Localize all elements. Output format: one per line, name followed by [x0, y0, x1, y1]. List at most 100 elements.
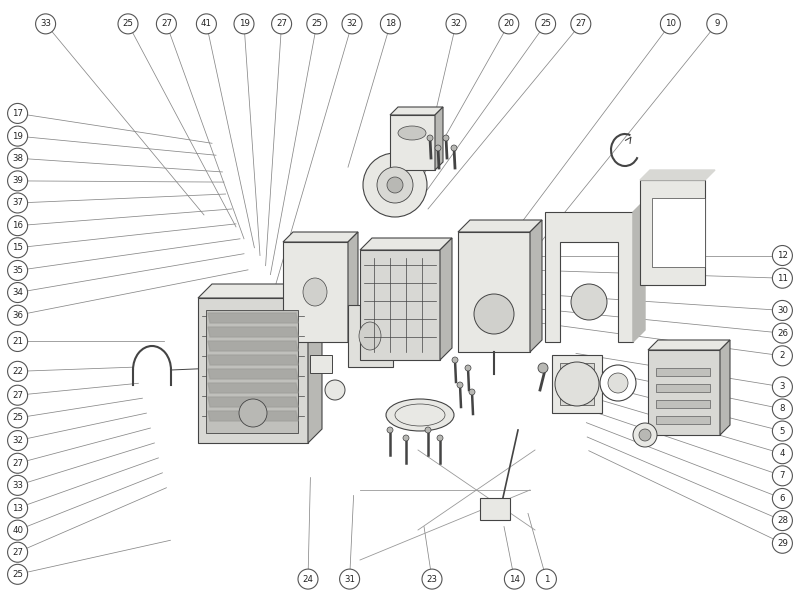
Polygon shape: [208, 411, 298, 421]
Circle shape: [437, 435, 443, 441]
Circle shape: [381, 14, 400, 34]
Circle shape: [118, 14, 138, 34]
FancyBboxPatch shape: [656, 384, 710, 392]
Text: 3: 3: [780, 382, 785, 392]
Circle shape: [7, 103, 27, 124]
Circle shape: [7, 260, 27, 281]
Circle shape: [7, 475, 27, 496]
Text: 7: 7: [780, 471, 785, 481]
Circle shape: [633, 423, 657, 447]
FancyBboxPatch shape: [560, 363, 594, 405]
Circle shape: [773, 466, 792, 486]
Circle shape: [773, 399, 792, 419]
Polygon shape: [640, 170, 715, 180]
Text: 10: 10: [665, 19, 676, 29]
Text: 21: 21: [12, 337, 23, 346]
Circle shape: [387, 427, 393, 433]
Circle shape: [7, 148, 27, 168]
Circle shape: [773, 377, 792, 397]
Text: 27: 27: [276, 19, 287, 29]
FancyBboxPatch shape: [552, 355, 602, 413]
Polygon shape: [360, 238, 452, 250]
Text: 33: 33: [12, 481, 23, 490]
Text: 16: 16: [12, 221, 23, 230]
Polygon shape: [545, 212, 633, 342]
Polygon shape: [348, 232, 358, 342]
FancyBboxPatch shape: [310, 355, 332, 373]
Polygon shape: [198, 284, 322, 298]
Circle shape: [7, 282, 27, 303]
Circle shape: [536, 14, 555, 34]
Circle shape: [7, 542, 27, 562]
Circle shape: [7, 216, 27, 236]
Circle shape: [197, 14, 216, 34]
Text: 11: 11: [777, 273, 788, 283]
Circle shape: [36, 14, 56, 34]
Circle shape: [538, 363, 548, 373]
Text: 1: 1: [544, 574, 549, 584]
Ellipse shape: [398, 126, 426, 140]
Circle shape: [537, 569, 557, 589]
Text: 20: 20: [503, 19, 514, 29]
FancyBboxPatch shape: [206, 310, 298, 433]
Polygon shape: [458, 232, 530, 352]
Circle shape: [7, 331, 27, 352]
Circle shape: [773, 421, 792, 441]
Text: 18: 18: [385, 19, 396, 29]
Text: 27: 27: [575, 19, 586, 29]
Text: 32: 32: [346, 19, 358, 29]
Text: 2: 2: [780, 351, 785, 361]
Text: 30: 30: [777, 306, 788, 315]
Text: 29: 29: [777, 538, 788, 548]
Circle shape: [239, 399, 267, 427]
Circle shape: [469, 389, 475, 395]
Circle shape: [7, 453, 27, 473]
Circle shape: [7, 385, 27, 405]
Text: 27: 27: [161, 19, 172, 29]
Text: 25: 25: [12, 413, 23, 423]
Text: 6: 6: [780, 494, 785, 503]
Circle shape: [340, 569, 360, 589]
Circle shape: [7, 193, 27, 213]
Circle shape: [773, 300, 792, 321]
Text: 5: 5: [780, 426, 785, 436]
Circle shape: [325, 380, 345, 400]
Text: 17: 17: [12, 109, 23, 118]
Polygon shape: [208, 397, 298, 407]
Circle shape: [504, 569, 525, 589]
Text: 33: 33: [40, 19, 51, 29]
Text: 14: 14: [509, 574, 520, 584]
Circle shape: [451, 145, 457, 151]
Circle shape: [298, 569, 318, 589]
Circle shape: [271, 14, 291, 34]
Text: 34: 34: [12, 288, 23, 297]
Circle shape: [773, 510, 792, 531]
Circle shape: [157, 14, 176, 34]
Text: 23: 23: [426, 574, 438, 584]
Polygon shape: [530, 220, 542, 352]
Circle shape: [7, 498, 27, 518]
Polygon shape: [283, 232, 358, 242]
Circle shape: [425, 427, 431, 433]
Circle shape: [435, 145, 441, 151]
Circle shape: [465, 365, 471, 371]
Text: 28: 28: [777, 516, 788, 525]
Circle shape: [446, 14, 466, 34]
Ellipse shape: [395, 404, 445, 426]
Circle shape: [427, 135, 433, 141]
Ellipse shape: [303, 278, 327, 306]
Text: 24: 24: [302, 574, 314, 584]
Circle shape: [7, 564, 27, 584]
Text: 25: 25: [122, 19, 134, 29]
Text: 8: 8: [780, 404, 785, 414]
Text: 37: 37: [12, 198, 23, 208]
Polygon shape: [390, 115, 435, 170]
Circle shape: [387, 177, 403, 193]
Polygon shape: [208, 355, 298, 365]
Ellipse shape: [359, 322, 381, 350]
Polygon shape: [360, 250, 440, 360]
Circle shape: [707, 14, 727, 34]
Polygon shape: [208, 369, 298, 379]
Circle shape: [773, 323, 792, 343]
Circle shape: [7, 171, 27, 191]
